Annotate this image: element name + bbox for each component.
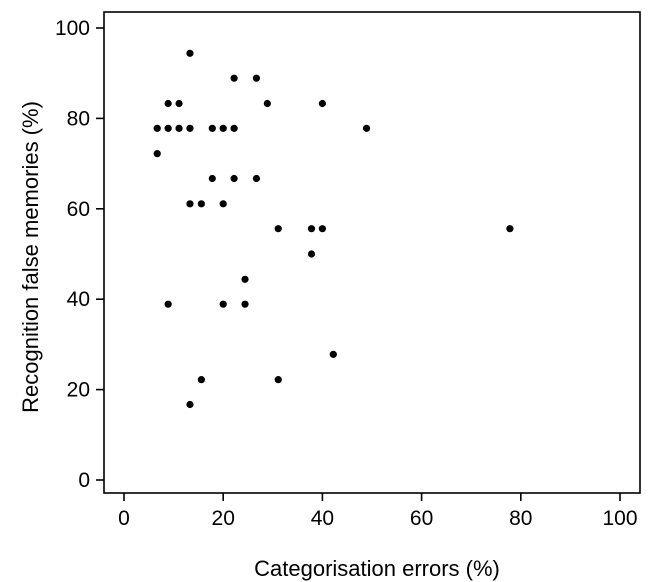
data-point	[175, 124, 183, 132]
y-tick-label: 0	[78, 469, 90, 492]
data-point	[219, 200, 227, 208]
y-tick-label: 20	[67, 379, 90, 402]
data-point	[164, 124, 172, 132]
data-point	[208, 174, 216, 183]
data-point	[186, 49, 194, 57]
data-point	[219, 124, 227, 132]
data-point	[197, 376, 205, 384]
data-point	[197, 200, 205, 208]
data-point	[329, 350, 337, 358]
data-point	[252, 174, 261, 183]
data-point	[208, 124, 216, 132]
data-point	[153, 124, 161, 132]
data-point	[153, 150, 161, 158]
data-point	[230, 124, 238, 132]
data-point	[318, 99, 326, 108]
y-tick-label: 40	[67, 288, 90, 311]
data-point	[307, 225, 316, 233]
data-point	[274, 376, 282, 384]
data-point	[164, 99, 172, 108]
data-point	[175, 99, 183, 108]
data-point	[252, 74, 261, 82]
x-tick-label: 20	[212, 507, 235, 530]
x-tick-label: 80	[509, 507, 532, 530]
y-tick-label: 60	[67, 198, 90, 221]
data-point	[506, 225, 514, 233]
x-tick-label: 100	[602, 507, 637, 530]
x-tick-label: 40	[311, 507, 334, 530]
data-point	[274, 225, 282, 233]
x-tick-label: 60	[410, 507, 433, 530]
data-point	[241, 300, 249, 308]
data-point	[164, 300, 172, 308]
data-point	[186, 200, 194, 208]
data-point	[230, 74, 238, 82]
data-point	[186, 400, 194, 409]
data-point	[318, 225, 326, 233]
data-point	[230, 174, 238, 183]
y-axis: 0 20 40 60 80 100	[55, 17, 104, 492]
data-points	[153, 49, 514, 409]
data-point	[219, 300, 227, 308]
y-axis-title: Recognition false memories (%)	[18, 101, 43, 413]
data-point	[263, 99, 271, 108]
data-point	[362, 124, 371, 132]
data-point	[241, 275, 249, 283]
x-axis: 0 20 40 60 80 100	[118, 493, 638, 530]
x-axis-title: Categorisation errors (%)	[254, 556, 500, 581]
y-tick-label: 80	[67, 107, 90, 130]
x-tick-label: 0	[118, 507, 130, 530]
plot-frame	[103, 11, 641, 494]
y-tick-label: 100	[55, 17, 90, 40]
data-point	[307, 250, 316, 258]
data-point	[186, 124, 194, 132]
